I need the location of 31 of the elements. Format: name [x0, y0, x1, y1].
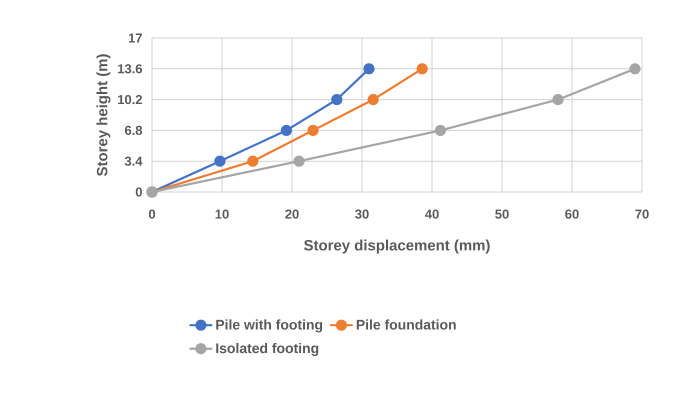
point [552, 94, 564, 106]
point [331, 94, 342, 106]
point [368, 94, 379, 106]
legend-label: Isolated footing [216, 342, 318, 356]
point [416, 63, 428, 74]
point [363, 63, 375, 74]
legend-label: Pile foundation [356, 319, 456, 330]
y-tick-label: 17 [128, 34, 142, 42]
x-tick-label: 10 [216, 210, 229, 219]
y-tick-label: 6.8 [124, 126, 142, 135]
x-tick-label: 40 [425, 210, 439, 219]
point [214, 156, 226, 167]
x-tick-label: 50 [495, 210, 509, 219]
x-tick-label: 20 [285, 210, 299, 219]
point [629, 63, 641, 74]
x-axis-title: Storey displacement (mm) [304, 240, 490, 254]
y-tick-label: 10.2 [118, 95, 142, 104]
point [247, 156, 258, 167]
point [434, 124, 446, 136]
y-tick-label: 0 [136, 187, 142, 197]
x-tick-label: 30 [355, 210, 369, 219]
point [293, 156, 305, 167]
x-tick-label: 70 [635, 210, 649, 219]
x-tick-label: 0 [148, 210, 156, 219]
y-tick-label: 13.6 [118, 64, 142, 74]
point [280, 124, 292, 136]
point [307, 124, 319, 136]
y-tick-label: 3.4 [124, 156, 142, 166]
y-axis-title: Storey height (m) [96, 54, 110, 176]
legend-label: Pile with footing [216, 319, 322, 332]
x-tick-label: 60 [565, 210, 579, 219]
